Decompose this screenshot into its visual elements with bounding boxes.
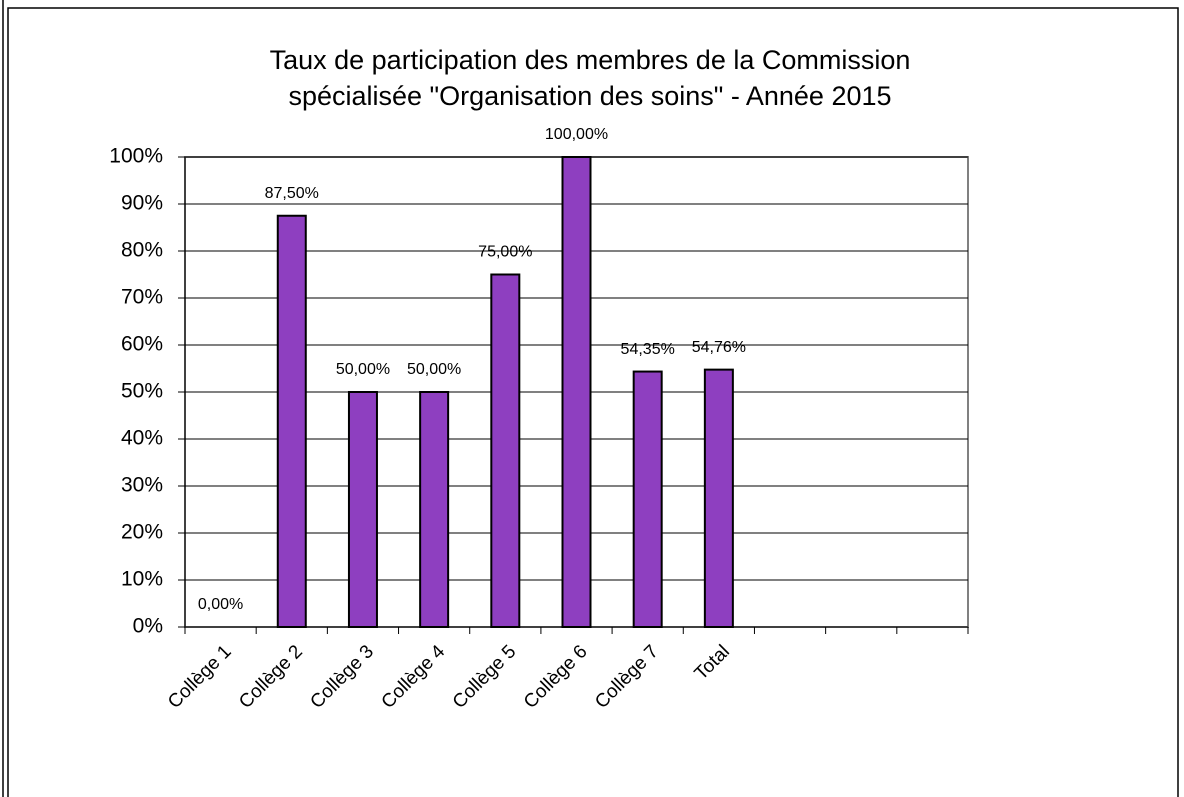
value-label: 50,00% [336,361,390,378]
bar [561,156,592,628]
frame [7,7,1179,797]
x-tick-label: Collège 2 [235,641,307,713]
x-tick-label: Total [691,641,734,684]
value-label: 50,00% [407,361,461,378]
bar [419,391,450,628]
y-tick-label: 20% [121,521,163,544]
bar [276,214,307,628]
x-tick-label: Collège 5 [449,641,521,713]
chart-title: Taux de participation des membres de la … [270,45,911,75]
bar [347,391,378,628]
x-tick-label: Collège 4 [378,641,450,713]
y-tick-label: 60% [121,333,163,356]
value-label: 100,00% [545,126,608,143]
y-tick-label: 70% [121,286,163,309]
value-label: 54,76% [692,339,746,356]
x-tick-label: Collège 1 [164,641,236,713]
y-tick-label: 90% [121,192,163,215]
value-label: 0,00% [198,596,243,613]
value-label: 87,50% [265,185,319,202]
y-tick-label: 0% [133,615,163,638]
chart-title: spécialisée "Organisation des soins" - A… [288,81,891,111]
x-tick-label: Collège 6 [520,641,592,713]
y-tick-label: 100% [109,145,163,168]
y-tick-label: 80% [121,239,163,262]
value-label: 54,35% [621,341,675,358]
bar [632,370,663,628]
x-tick-label: Collège 3 [306,641,378,713]
y-tick-label: 40% [121,427,163,450]
bar [703,368,734,628]
y-tick-label: 10% [121,568,163,591]
y-tick-label: 50% [121,380,163,403]
value-label: 75,00% [478,244,532,261]
y-tick-label: 30% [121,474,163,497]
bar [490,273,521,628]
x-tick-label: Collège 7 [591,641,663,713]
